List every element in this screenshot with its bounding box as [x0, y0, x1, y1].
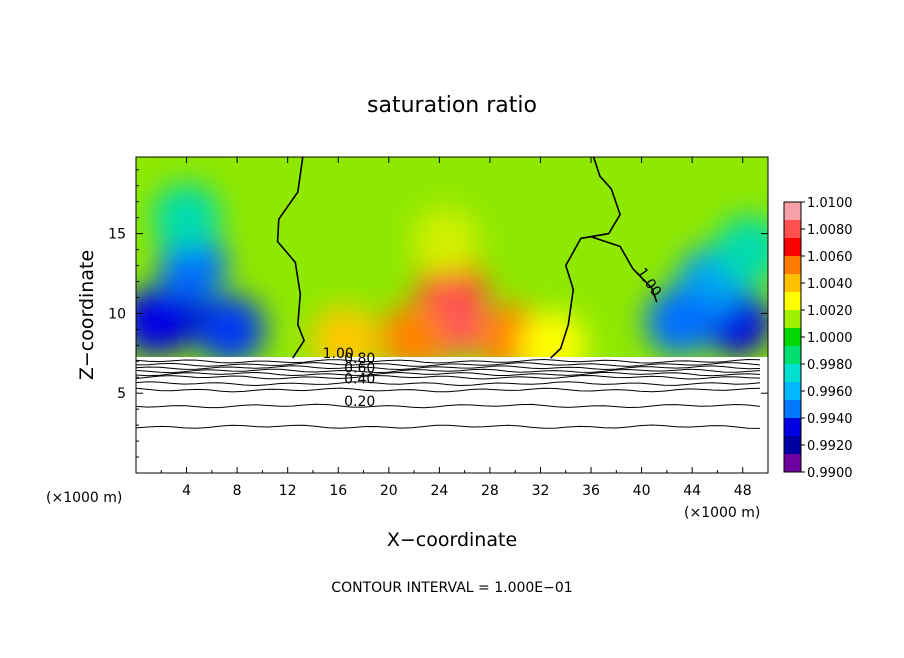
field-blob-2: [380, 303, 449, 372]
contour-line-0: [136, 358, 761, 364]
x-tick-label-3: 16: [329, 483, 347, 499]
contour-label-2: 0.80: [344, 351, 375, 367]
field-blob-11: [152, 183, 221, 252]
x-units-right: (×1000 m): [684, 505, 760, 521]
colorbar-swatch-12: [784, 418, 801, 437]
colorbar-swatch-3: [784, 256, 801, 275]
colorbar-swatch-9: [784, 364, 801, 383]
contour-label-4: 0.40: [344, 372, 375, 388]
colorbar-label-0: 1.0100: [807, 196, 853, 211]
contour-1-00-path-1: [550, 157, 621, 359]
contour-1-00-path-2: [590, 236, 658, 303]
y-axis-ticks: 5 10 15: [108, 169, 768, 458]
plot-area: [136, 157, 768, 473]
contour-line-6: [136, 381, 761, 387]
contour-line-1: [136, 362, 761, 367]
contour-lines: [136, 157, 761, 429]
colorbar-swatch-0: [784, 202, 801, 221]
x-axis-ticks: 4 8 12 16 20 24 28 32 36 40 44 48: [160, 157, 752, 499]
colorbar-swatch-11: [784, 400, 801, 419]
x-tick-label-7: 32: [532, 483, 550, 499]
colorbar-swatch-10: [784, 382, 801, 401]
colorbar-swatch-13: [784, 436, 801, 455]
contour-line-8: [136, 403, 761, 409]
contour-line-5: [136, 374, 761, 380]
contour-label-3: 0.60: [344, 360, 375, 376]
colorbar-swatch-4: [784, 274, 801, 293]
colorbar-label-9: 0.9920: [807, 439, 853, 454]
y-tick-label-2: 15: [108, 227, 126, 243]
x-tick-label-4: 20: [380, 483, 398, 499]
contour-label-1: 1.00: [323, 346, 354, 362]
colorbar-label-1: 1.0080: [807, 223, 853, 238]
colorbar-swatch-1: [784, 220, 801, 239]
colorbar-label-3: 1.0040: [807, 277, 853, 292]
x-tick-label-5: 24: [430, 483, 448, 499]
x-tick-label-9: 40: [633, 483, 651, 499]
colorbar-swatch-2: [784, 238, 801, 257]
colorbar-label-5: 1.0000: [807, 331, 853, 346]
x-tick-label-2: 12: [279, 483, 297, 499]
contour-interval-note: CONTOUR INTERVAL = 1.000E−01: [331, 580, 572, 596]
colorbar-swatch-5: [784, 292, 801, 311]
x-tick-label-8: 36: [582, 483, 600, 499]
colorbar-label-6: 0.9980: [807, 358, 853, 373]
contour-line-3: [136, 368, 761, 374]
x-tick-label-0: 4: [182, 483, 191, 499]
colorbar-label-7: 0.9960: [807, 385, 853, 400]
y-axis-label: Z−coordinate: [76, 250, 98, 380]
colorbar-label-4: 1.0020: [807, 304, 853, 319]
field-blob-6: [411, 207, 480, 276]
colorbar-label-2: 1.0060: [807, 250, 853, 265]
y-tick-label-1: 10: [108, 306, 126, 322]
contour-line-7: [136, 387, 761, 393]
x-tick-label-11: 48: [734, 483, 752, 499]
colorbar-swatch-14: [784, 454, 801, 473]
x-units-left: (×1000 m): [46, 490, 122, 506]
chart-title: saturation ratio: [367, 93, 537, 118]
colorbar-swatch-7: [784, 328, 801, 347]
colorbar-label-8: 0.9940: [807, 412, 853, 427]
x-tick-label-6: 28: [481, 483, 499, 499]
contour-line-4: [136, 371, 761, 377]
y-tick-label-0: 5: [117, 386, 126, 402]
field-blob-10: [196, 295, 265, 364]
contour-1-00-path-0: [276, 157, 305, 359]
x-axis-label: X−coordinate: [387, 529, 517, 551]
contour-line-9: [136, 424, 761, 429]
field-blob-9: [136, 287, 189, 356]
colorbar-label-10: 0.9900: [807, 466, 853, 481]
contour-line-2: [136, 365, 761, 371]
field-blob-15: [715, 215, 768, 284]
x-tick-label-1: 8: [233, 483, 242, 499]
field-blob-14: [645, 287, 714, 356]
contour-label-5: 0.20: [344, 394, 375, 410]
x-tick-label-10: 44: [683, 483, 701, 499]
plot-frame: [135, 156, 769, 474]
colorbar-swatch-6: [784, 310, 801, 329]
colorbar: 1.0100 1.0080 1.0060 1.0040 1.0020 1.0000 0.99…: [783, 196, 853, 481]
colorbar-swatch-8: [784, 346, 801, 365]
